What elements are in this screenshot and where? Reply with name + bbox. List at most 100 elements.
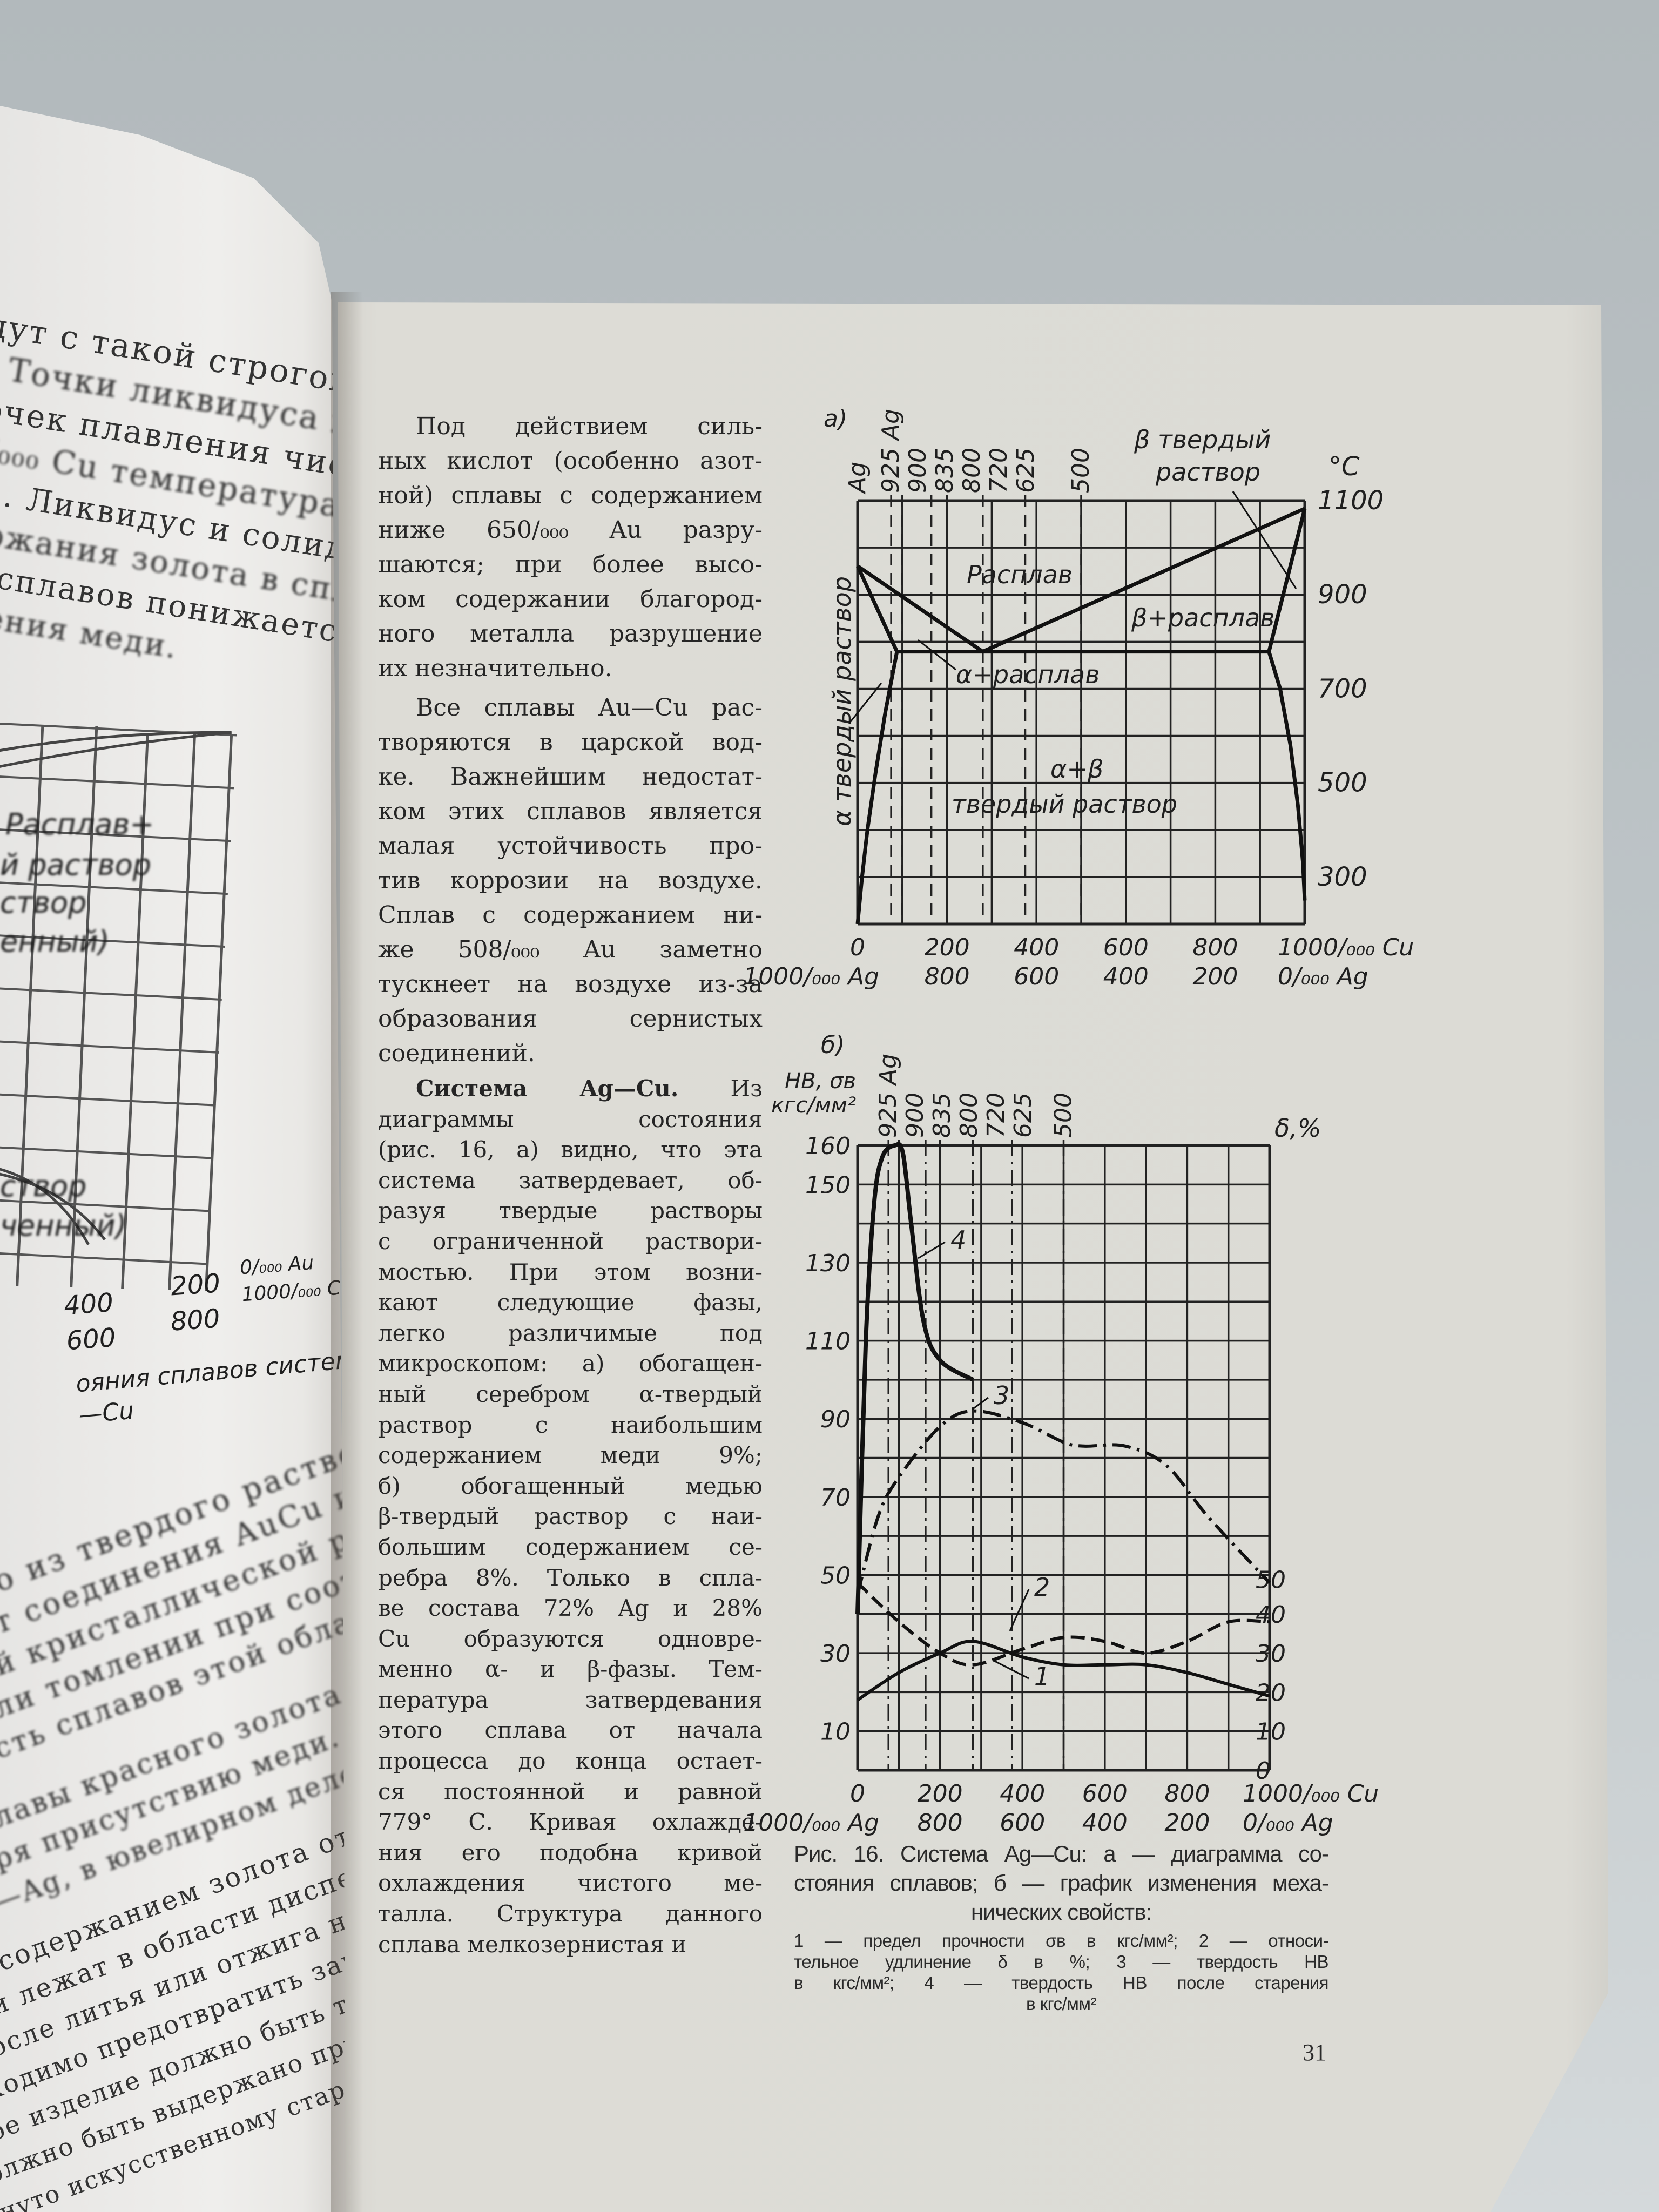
text-line: ке. Важнейшим недостат- xyxy=(378,763,763,791)
fineness-label: 900 xyxy=(901,1092,929,1138)
grid-line-horizontal xyxy=(0,1198,210,1212)
grid-line-horizontal xyxy=(0,1092,216,1107)
text-line: творяются в царской вод- xyxy=(378,729,763,756)
text-line: Под действием силь- xyxy=(416,413,763,440)
y2-tick-label: 40 xyxy=(1256,1601,1286,1629)
y2-tick-label: 30 xyxy=(1256,1640,1286,1668)
series-1-curve xyxy=(857,1640,1270,1702)
fineness-label: 625 xyxy=(1009,1092,1037,1138)
y-tick-label: 160 xyxy=(805,1132,851,1160)
series-4-curve xyxy=(855,1142,974,1614)
y-tick-label: 150 xyxy=(805,1171,851,1199)
fineness-label: 720 xyxy=(982,1092,1010,1138)
x-tick-label-ag: 200 xyxy=(1192,963,1238,990)
y-axis-label: кгс/мм² xyxy=(771,1093,856,1118)
section-heading: Система Ag—Cu. xyxy=(416,1075,679,1102)
y-tick-label: 1100 xyxy=(1318,485,1384,516)
fineness-label: 800 xyxy=(955,1092,983,1138)
text-line: охлаждения чистого ме- xyxy=(378,1870,763,1897)
x-tick-label-cu: 0 xyxy=(850,1780,865,1808)
y-axis-unit: °C xyxy=(1328,451,1360,482)
x-tick-label-ag: 600 xyxy=(1014,963,1059,990)
text-line: микроскопом: а) обогащен- xyxy=(378,1350,763,1377)
grid-line-vertical xyxy=(16,724,44,1286)
text-line: пература затвердевания xyxy=(378,1686,763,1713)
text-line: Все сплавы Au—Cu рас- xyxy=(416,694,763,721)
text-line: талла. Структура данного xyxy=(378,1900,763,1927)
x-tick-label-ag: 800 xyxy=(925,963,970,990)
grid-line-horizontal xyxy=(0,1145,213,1159)
y-axis-label: HB, σв xyxy=(785,1069,856,1094)
left-chart-label: Расплав+ xyxy=(5,807,154,841)
text-line: ной) сплавы с содержанием xyxy=(378,482,763,509)
fineness-label: 500 xyxy=(1050,1092,1077,1138)
x-tick-label-cu: 1000/₀₀₀ Cu xyxy=(1278,934,1414,961)
page-gutter-shadow xyxy=(331,292,363,2212)
text-line: большим содержанием се- xyxy=(378,1533,763,1560)
x-tick-label-cu: 800 xyxy=(1164,1780,1210,1808)
text-line: система затвердевает, об- xyxy=(378,1166,763,1193)
text-line: стояния сплавов; б — график изменения ме… xyxy=(794,1870,1329,1896)
text-line: этого сплава от начала xyxy=(378,1717,763,1744)
left-chart-tick: 0/₀₀₀ Au xyxy=(239,1252,315,1279)
grid-line-vertical xyxy=(205,735,233,1291)
panel-label: а) xyxy=(824,405,847,433)
panel-label: б) xyxy=(821,1031,845,1059)
text-line: раствор с наибольшим xyxy=(378,1411,763,1438)
left-chart-caption: —Cu xyxy=(77,1397,135,1429)
figure-caption: Рис. 16. Система Ag—Cu: а — диаграмма со… xyxy=(794,1839,1329,1927)
left-chart-label: створ xyxy=(0,1169,86,1203)
text-line: 1 — предел прочности σв в кгс/мм²; 2 — о… xyxy=(794,1931,1329,1951)
series-2-leader xyxy=(1009,1589,1030,1631)
left-chart-label: енный) xyxy=(0,925,110,959)
text-line: ком этих сплавов является xyxy=(378,798,763,825)
text-line: сплава мелкозернистая и xyxy=(378,1931,687,1958)
order-curve xyxy=(0,1170,106,1240)
order-curve xyxy=(0,1165,90,1245)
series-1-label: 1 xyxy=(1034,1662,1050,1691)
text-line: Сплав с содержанием ни- xyxy=(378,901,763,929)
text-line: б) обогащенный медью xyxy=(378,1472,763,1499)
left-chart-label: й раствор xyxy=(0,848,151,882)
x-tick-label-cu: 400 xyxy=(1014,934,1059,961)
page-number: 31 xyxy=(1303,2039,1326,2066)
text-line: в кгс/мм²; 4 — твердость HB после старен… xyxy=(794,1973,1329,1993)
text-line: Система Ag—Cu. Из xyxy=(378,1074,763,1104)
text-line: ребра 8%. Только в спла- xyxy=(378,1564,763,1591)
phase-boundary-beta-solvus xyxy=(1267,651,1307,901)
series-1-leader xyxy=(993,1660,1029,1680)
y-tick-label: 10 xyxy=(820,1718,851,1746)
x-tick-label-ag: 400 xyxy=(1103,963,1149,990)
leader-line xyxy=(848,683,882,724)
y-tick-label: 500 xyxy=(1318,768,1367,798)
phase-boundary-alpha-solvus xyxy=(855,651,899,925)
y2-tick-label: 10 xyxy=(1256,1718,1286,1746)
paragraph-body: диаграммы состояния (рис. 16, а) видно, ч… xyxy=(378,1104,763,1960)
grid-line-horizontal xyxy=(0,934,225,948)
text-line: (рис. 16, а) видно, что эта xyxy=(378,1136,763,1163)
left-page-chart-fragment: Расплав+ й раствор створ енный) створ ченный)… xyxy=(0,722,356,1429)
y-tick-label: 90 xyxy=(820,1406,851,1433)
y-tick-label: 50 xyxy=(820,1562,851,1589)
text-line: ных кислот (особенно азот- xyxy=(378,447,763,475)
x-tick-label-ag: 1000/₀₀₀ Ag xyxy=(743,1809,879,1837)
text-line: мостью. При этом возни- xyxy=(378,1258,763,1285)
left-chart-tick: 200 xyxy=(170,1268,221,1301)
text-line: в кгс/мм² xyxy=(1026,1994,1096,2014)
leader-line xyxy=(918,639,956,671)
text-line: их незначительно. xyxy=(378,655,612,682)
x-tick-label-ag: 200 xyxy=(1164,1809,1210,1837)
text-line: ный серебром α-твердый xyxy=(378,1380,763,1407)
left-chart-tick: 800 xyxy=(170,1303,221,1337)
text-fragment: Из xyxy=(730,1075,763,1102)
fineness-label: 925 Ag xyxy=(877,409,905,493)
fineness-label: 835 xyxy=(931,448,959,493)
text-line: менно α- и β-фазы. Тем- xyxy=(378,1656,763,1683)
series-4-label: 4 xyxy=(950,1225,966,1255)
text-line: 779° С. Кривая охлажде- xyxy=(378,1809,763,1836)
region-label: β твердый xyxy=(1134,425,1271,454)
text-line: тельное удлинение δ в %; 3 — твердость H… xyxy=(794,1952,1329,1972)
text-line: нических свойств: xyxy=(970,1899,1152,1925)
